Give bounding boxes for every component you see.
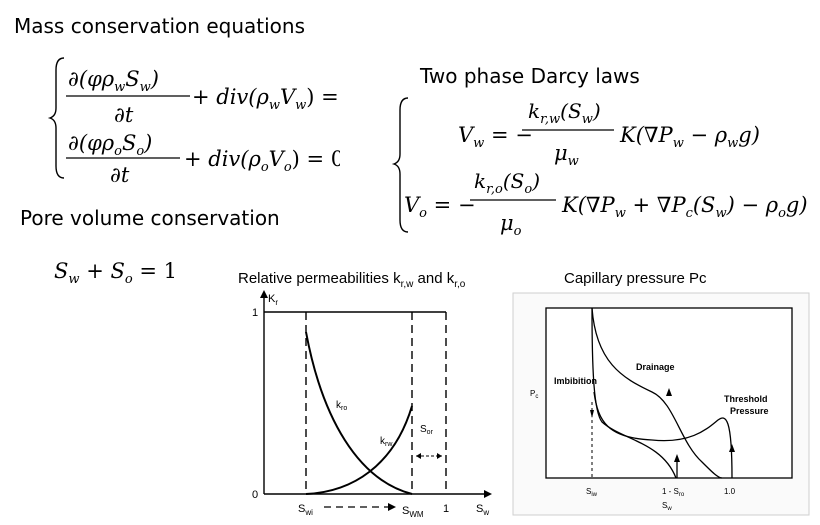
threshold-label-line1: Threshold [724,394,768,404]
swi-to-swm-arrowhead [388,503,396,511]
krw-label: krw [380,436,393,448]
darcy-water-denominator: μw [554,141,579,169]
drainage-arrow [666,388,672,396]
relperm-diagram: Kr 1 0 kro krw Sor Swi SWM 1 Sw [252,290,492,519]
x-one-label: 1 [443,503,449,515]
drainage-curve [591,307,723,479]
mass-oil-numerator: ∂(φρoSo) [68,131,152,159]
x-axis-label: Sw [476,503,489,517]
krw-curve [305,405,413,495]
capillary-diagram: Pc Imbibition Drainage Threshold Pressur… [512,292,810,516]
y-axis-label: Kr [268,293,278,307]
y-axis-arrow [260,290,268,298]
x-axis-label: Sw [662,501,672,512]
imbibition-label: Imbibition [554,376,597,386]
swm-label: SWM [402,505,424,519]
mass-conservation-equations: ∂(φρwSw) ∂t + div(ρwVw) = 0 ∂(φρoSo) ∂t … [47,57,340,187]
capillary-title: Capillary pressure Pc [564,270,707,287]
left-brace [47,57,65,179]
drainage-label: Drainage [636,362,675,372]
mass-water-numerator: ∂(φρwSw) [68,67,159,95]
sor-arrow-right [437,453,442,459]
heading-mass-conservation: Mass conservation equations [14,14,305,38]
threshold-curve [593,391,733,479]
kro-curve [305,331,413,495]
darcy-water-lhs: Vw = − [458,123,533,151]
swi-label: Swi [298,503,313,517]
darcy-law-equations: Vw = − kr,w(Sw) μw K(∇Pw − ρwg) Vo = − k… [391,97,808,239]
imbibition-arrow [590,410,594,418]
darcy-oil-lhs: Vo = − [404,193,476,221]
darcy-water-rhs: K(∇Pw − ρwg) [619,123,760,151]
mass-water-denominator: ∂t [114,103,134,127]
mass-water-divergence: + div(ρwVw) = 0 [192,85,340,113]
sor-arrow-left [416,453,421,459]
kro-label: kro [336,400,347,412]
mass-oil-divergence: + div(ρoVo) = 0 [184,147,340,175]
tick-zero: 0 [252,489,258,501]
sor-label: Sor [420,424,434,436]
darcy-oil-numerator: kr,o(So) [474,169,540,197]
svg-text:Sw + So = 1: Sw + So = 1 [54,259,177,287]
darcy-oil-rhs: K(∇Pw + ∇Pc(Sw) − ρog) [561,193,808,221]
left-brace [391,97,409,233]
tick-one: 1 [252,307,258,319]
imbibition-curve [591,307,677,479]
x-tick-one: 1.0 [724,487,736,496]
x-tick-siw: Siw [586,487,598,498]
darcy-oil-denominator: μo [500,211,522,239]
scanning-arrow [674,454,680,462]
heading-pore-volume: Pore volume conservation [20,206,280,230]
x-tick-sro: 1 - Sro [662,487,685,498]
pore-volume-equation: Sw + So = 1 [54,259,177,287]
threshold-arrow [729,444,735,452]
heading-darcy-laws: Two phase Darcy laws [420,64,640,88]
y-axis-label: Pc [530,389,538,400]
relperm-title: Relative permeabilities kr,w and kr,o [238,270,466,290]
darcy-water-numerator: kr,w(Sw) [528,99,601,127]
x-axis-arrow [484,490,492,498]
threshold-label-line2: Pressure [730,406,769,416]
mass-oil-denominator: ∂t [110,163,130,187]
